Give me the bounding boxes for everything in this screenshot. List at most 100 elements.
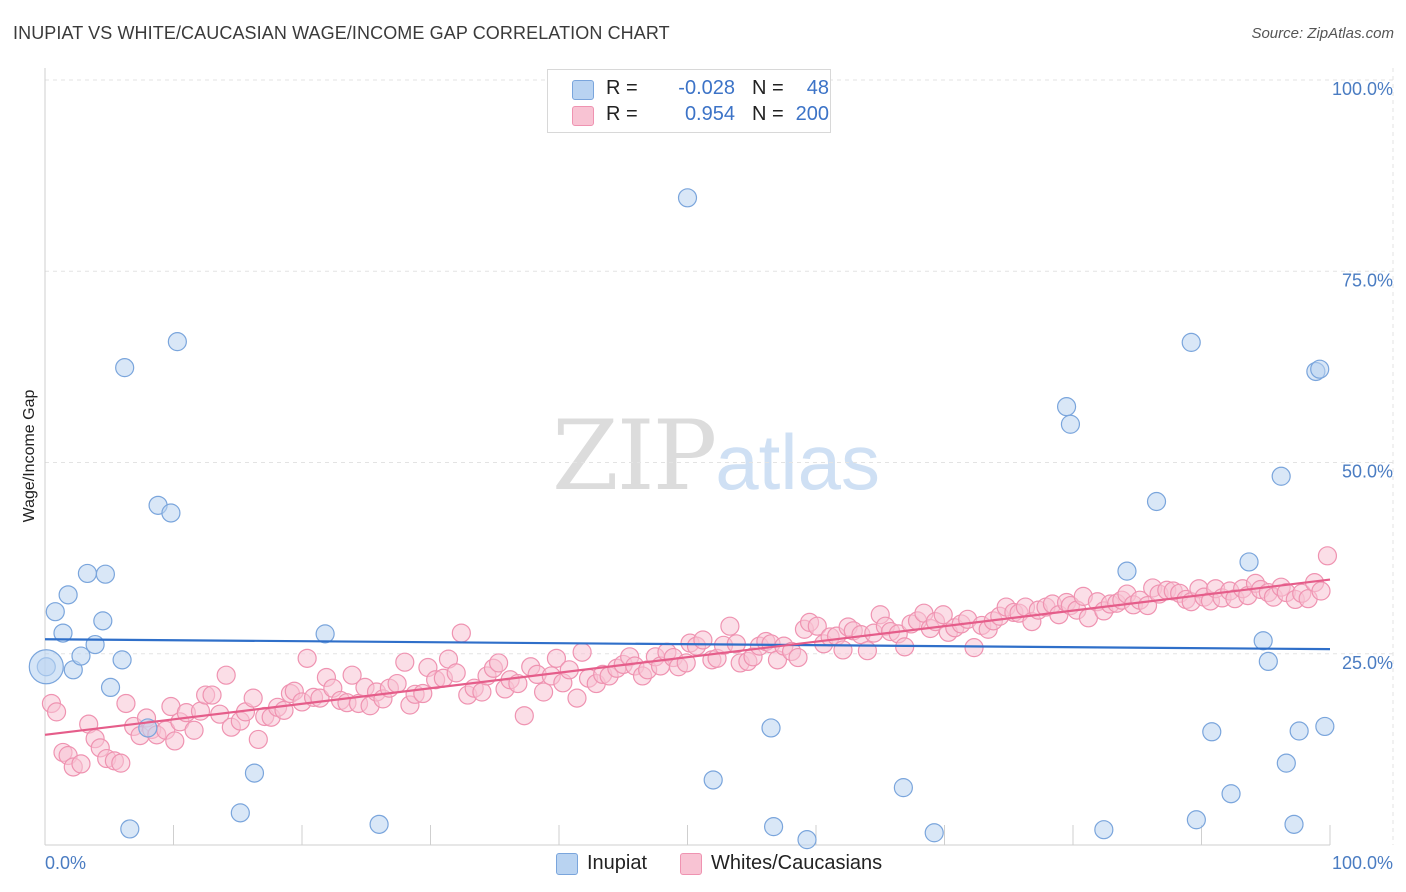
inupiat-point (369, 814, 389, 834)
legend-r-value: -0.028 (678, 77, 735, 99)
inupiat-point (1094, 820, 1114, 840)
inupiat-point (1258, 651, 1278, 672)
inupiat-point (1186, 810, 1206, 830)
whites-point (1317, 546, 1338, 566)
inupiat-point (167, 332, 187, 352)
inupiat-point (924, 823, 944, 843)
axes (44, 68, 1331, 846)
whites-point (857, 641, 878, 661)
inupiat-point (45, 602, 65, 622)
inupiat-point (58, 585, 78, 605)
whites-point (274, 700, 294, 720)
grid-lines (45, 68, 1395, 845)
bottom-legend-label-whites: Whites/Caucasians (711, 852, 883, 874)
inupiat-point (95, 564, 115, 584)
whites-point (472, 682, 492, 702)
whites-point (387, 673, 407, 694)
whites-point (243, 688, 263, 708)
whites-point (395, 652, 415, 672)
inupiat-point (1271, 466, 1291, 486)
whites-point (720, 616, 740, 636)
bottom-legend-swatch-whites (680, 853, 702, 875)
whites-point (116, 693, 136, 714)
whites-trend-line (44, 578, 1331, 736)
legend-n-label: N = (752, 77, 784, 99)
whites-point (248, 729, 268, 750)
inupiat-point (1146, 491, 1167, 512)
whites-point (342, 665, 362, 685)
legend-r-label: R = (606, 103, 638, 125)
whites-point (111, 753, 131, 773)
source-label: Source: ZipAtlas.com (1251, 25, 1394, 42)
inupiat-point (1253, 631, 1273, 651)
inupiat-point (161, 503, 181, 523)
whites-point (413, 683, 433, 704)
inupiat-point (85, 634, 105, 655)
y-tick-label: 75.0% (1342, 270, 1393, 290)
whites-point (514, 706, 534, 726)
inupiat-point (1284, 814, 1304, 834)
whites-point (567, 688, 587, 708)
whites-point (202, 685, 222, 705)
inupiat-point (1181, 332, 1201, 352)
watermark: ZIPatlas (552, 400, 880, 512)
y-tick-label: 25.0% (1342, 653, 1393, 673)
inupiat-point (761, 718, 781, 738)
whites-point (833, 640, 853, 660)
whites-points (41, 546, 1338, 777)
inupiat-point (1276, 753, 1296, 773)
legend-n-label: N = (752, 103, 784, 125)
whites-point (533, 682, 554, 702)
tick-labels: 25.0% 50.0% 75.0% 100.0% 0.0% 100.0% (45, 79, 1393, 873)
trend-lines (44, 578, 1331, 736)
inupiat-points (28, 188, 1335, 850)
inupiat-trend-line (44, 638, 1331, 651)
whites-point (933, 605, 953, 625)
inupiat-point (53, 623, 73, 643)
inupiat-point (120, 819, 140, 839)
legend-r-value: 0.954 (684, 103, 735, 125)
whites-point (788, 647, 808, 668)
inupiat-point (797, 830, 817, 850)
whites-point (489, 653, 509, 673)
whites-point (184, 720, 204, 740)
whites-point (546, 648, 567, 668)
whites-point (693, 630, 713, 650)
whites-point (964, 638, 984, 658)
inupiat-point (1056, 397, 1077, 417)
y-axis-label: Wage/Income Gap (21, 390, 38, 523)
x-tick-label: 0.0% (45, 853, 86, 873)
inupiat-point (893, 778, 913, 798)
inupiat-point (677, 188, 698, 208)
inupiat-point (1289, 721, 1309, 741)
y-tick-label: 50.0% (1342, 462, 1393, 482)
inupiat-point (703, 770, 723, 790)
legend-swatch-inupiat (572, 80, 594, 100)
chart-title: INUPIAT VS WHITE/CAUCASIAN WAGE/INCOME G… (13, 23, 670, 43)
inupiat-point (93, 611, 113, 631)
whites-point (446, 663, 466, 683)
inupiat-point (1310, 359, 1330, 379)
inupiat-point-large (28, 649, 64, 685)
inupiat-point (230, 803, 250, 823)
inupiat-point (244, 763, 265, 783)
inupiat-point (77, 563, 98, 584)
x-tick-label: 100.0% (1332, 853, 1393, 873)
inupiat-point (115, 358, 135, 378)
legend-r-label: R = (606, 77, 638, 99)
inupiat-point (1221, 784, 1241, 804)
inupiat-point (1315, 716, 1335, 737)
inupiat-point (1060, 414, 1081, 434)
whites-point (807, 616, 827, 636)
legend-n-value: 200 (795, 103, 829, 125)
inupiat-point (112, 650, 132, 670)
inupiat-point (1202, 722, 1222, 742)
inupiat-point (315, 624, 335, 644)
inupiat-point (1117, 561, 1137, 581)
bottom-legend-swatch-inupiat (556, 853, 578, 875)
legend-n-value: 48 (806, 77, 829, 99)
bottom-legend-label-inupiat: Inupiat (587, 852, 648, 874)
watermark-zip: ZIP (552, 400, 717, 512)
whites-point (1311, 581, 1331, 601)
